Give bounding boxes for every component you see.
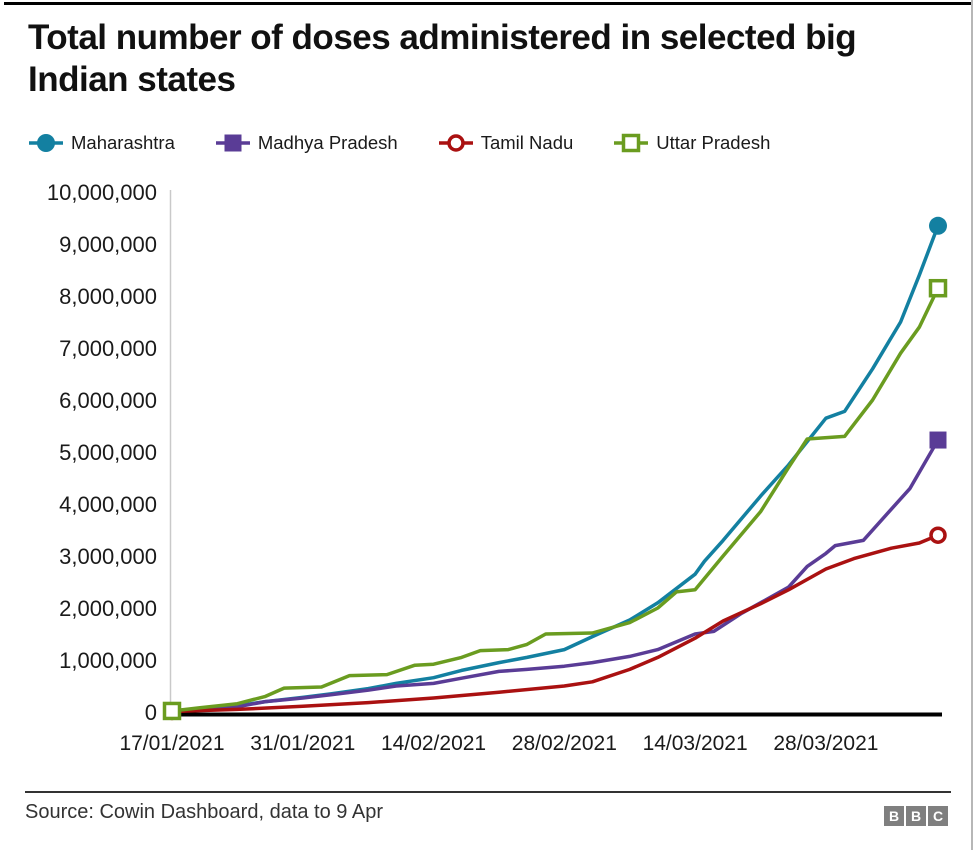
bbc-logo: B B C: [884, 806, 948, 826]
y-tick-label: 7,000,000: [59, 336, 157, 361]
bbc-logo-letter: B: [884, 806, 904, 826]
series-end-marker-madhya-pradesh: [929, 431, 947, 449]
y-tick-label: 0: [145, 700, 157, 725]
legend-marker-glyph: [37, 134, 55, 152]
legend-label-madhya-pradesh: Madhya Pradesh: [257, 132, 398, 153]
y-tick-label: 4,000,000: [59, 492, 157, 517]
x-tick-label: 31/01/2021: [250, 732, 355, 755]
series-end-marker-tamil-nadu: [929, 526, 947, 544]
series-start-marker-madhya-pradesh: [163, 702, 181, 720]
y-tick-label: 2,000,000: [59, 596, 157, 621]
series-end-marker-maharashtra: [929, 216, 947, 235]
legend-marker-circle-filled-icon: [29, 134, 63, 152]
chart-legend: Maharashtra Madhya Pradesh Tamil Nadu Uttar…: [28, 131, 770, 155]
legend-label-uttar-pradesh: Uttar Pradesh: [656, 132, 771, 153]
y-tick-label: 6,000,000: [59, 388, 157, 413]
series-line-uttar-pradesh: [170, 286, 940, 713]
y-tick-label: 8,000,000: [59, 284, 157, 309]
x-tick-label: 14/03/2021: [643, 732, 748, 755]
x-tick-label: 28/03/2021: [773, 732, 878, 755]
legend-item-maharashtra: Maharashtra: [28, 132, 175, 154]
y-tick-label: 9,000,000: [59, 232, 157, 257]
series-end-marker-uttar-pradesh: [928, 278, 948, 298]
y-tick-label: 5,000,000: [59, 440, 157, 465]
series-line-madhya-pradesh: [170, 438, 940, 713]
bbc-logo-letter: C: [928, 806, 948, 826]
right-edge-border: [971, 0, 973, 850]
legend-label-tamil-nadu: Tamil Nadu: [480, 132, 574, 153]
source-text: Source: Cowin Dashboard, data to 9 Apr: [25, 801, 383, 823]
series-start-marker-maharashtra: [163, 701, 181, 720]
chart-title-line1: Total number of doses administered in se…: [28, 18, 857, 57]
legend-marker-square-filled-icon: [215, 134, 250, 152]
legend-label-maharashtra: Maharashtra: [71, 132, 175, 153]
series-start-marker-uttar-pradesh: [162, 701, 182, 721]
top-divider: [4, 2, 972, 5]
y-tick-label: 3,000,000: [59, 544, 157, 569]
footer-divider: [25, 791, 951, 793]
legend-marker-glyph: [622, 133, 641, 153]
legend-marker-circle-open-icon: [438, 134, 473, 152]
bbc-logo-letter: B: [906, 806, 926, 826]
x-tick-label: 14/02/2021: [381, 732, 486, 755]
y-tick-label: 1,000,000: [59, 648, 157, 673]
x-tick-label: 17/01/2021: [119, 732, 224, 755]
chart-title-line2: Indian states: [28, 60, 236, 99]
legend-item-tamil-nadu: Tamil Nadu: [438, 132, 574, 154]
series-line-tamil-nadu: [170, 533, 940, 714]
legend-marker-glyph: [446, 134, 465, 152]
legend-marker-glyph: [224, 134, 242, 152]
x-tick-label: 28/02/2021: [512, 732, 617, 755]
legend-item-madhya-pradesh: Madhya Pradesh: [215, 132, 398, 154]
line-chart: 0 1,000,000 2,000,000 3,000,000 4,000,000 5,0…: [47, 180, 948, 755]
series-start-marker-tamil-nadu: [163, 702, 181, 721]
chart-title: Total number of doses administered in se…: [28, 17, 958, 101]
y-tick-label: 10,000,000: [47, 180, 157, 205]
legend-marker-square-open-icon: [614, 133, 649, 153]
series-line-maharashtra: [170, 224, 940, 713]
legend-item-uttar-pradesh: Uttar Pradesh: [613, 132, 770, 154]
